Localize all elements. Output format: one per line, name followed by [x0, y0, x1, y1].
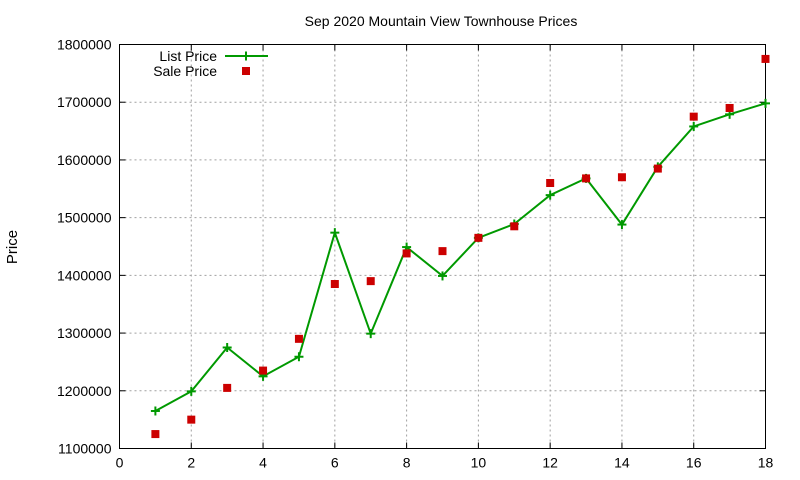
legend-label-sale-price: Sale Price — [153, 63, 217, 79]
x-tick-label: 4 — [259, 455, 267, 471]
sale-price-point — [689, 112, 698, 121]
sale-price-point — [582, 174, 591, 183]
x-tick-label: 8 — [403, 455, 411, 471]
y-tick-label: 1200000 — [57, 383, 112, 399]
list-price-point — [330, 228, 340, 238]
sale-price-point — [223, 383, 232, 392]
sale-price-point — [653, 164, 662, 173]
sale-price-point — [294, 334, 303, 343]
sale-price-point — [617, 173, 626, 182]
list-price-point — [545, 190, 555, 200]
list-price-point — [761, 98, 770, 108]
sale-price-point — [510, 222, 519, 231]
sale-price-point — [474, 233, 483, 242]
sale-price-point — [725, 103, 734, 112]
x-tick-label: 10 — [471, 455, 487, 471]
sale-price-point — [259, 366, 268, 375]
axes: 0 2 4 6 8 10 12 14 16 18 1100000 1200000 1300000 1400… — [57, 37, 774, 471]
chart-title: Sep 2020 Mountain View Townhouse Prices — [305, 13, 578, 29]
list-price-point — [186, 386, 196, 396]
sale-price-point — [438, 247, 447, 256]
x-tick-label: 14 — [614, 455, 630, 471]
list-price-point — [689, 121, 699, 131]
x-tick-label: 6 — [331, 455, 339, 471]
grid-lines — [119, 44, 766, 449]
list-price-line — [154, 102, 766, 412]
sale-price-point — [546, 179, 555, 188]
series-layer — [150, 54, 770, 439]
sale-price-point — [366, 277, 375, 286]
sale-price-point — [151, 430, 160, 439]
plot-frame — [119, 44, 766, 449]
list-price-point — [222, 343, 232, 352]
y-tick-label: 1500000 — [57, 210, 112, 226]
y-tick-label: 1400000 — [57, 267, 112, 283]
list-price-point — [294, 352, 304, 362]
list-price-point — [438, 271, 447, 281]
y-axis-label: Price — [4, 230, 21, 264]
sale-price-point — [761, 54, 770, 63]
y-tick-label: 1800000 — [57, 37, 112, 53]
y-tick-label: 1700000 — [57, 94, 112, 110]
x-tick-label: 0 — [116, 455, 124, 471]
legend: List Price Sale Price — [153, 48, 268, 79]
sale-price-point — [187, 415, 196, 424]
x-tick-label: 18 — [758, 455, 774, 471]
legend-marker-sale-price — [242, 67, 250, 75]
list-price-point — [150, 406, 160, 416]
x-tick-label: 16 — [686, 455, 702, 471]
legend-label-list-price: List Price — [159, 48, 217, 64]
y-tick-label: 1600000 — [57, 152, 112, 168]
list-price-point — [366, 329, 376, 339]
list-price-point — [617, 220, 627, 230]
y-tick-label: 1300000 — [57, 325, 112, 341]
x-tick-label: 12 — [542, 455, 558, 471]
x-tick-label: 2 — [187, 455, 195, 471]
y-tick-label: 1100000 — [58, 441, 112, 457]
sale-price-point — [402, 249, 411, 258]
sale-price-point — [330, 280, 339, 289]
legend-marker-list-price — [241, 51, 251, 61]
